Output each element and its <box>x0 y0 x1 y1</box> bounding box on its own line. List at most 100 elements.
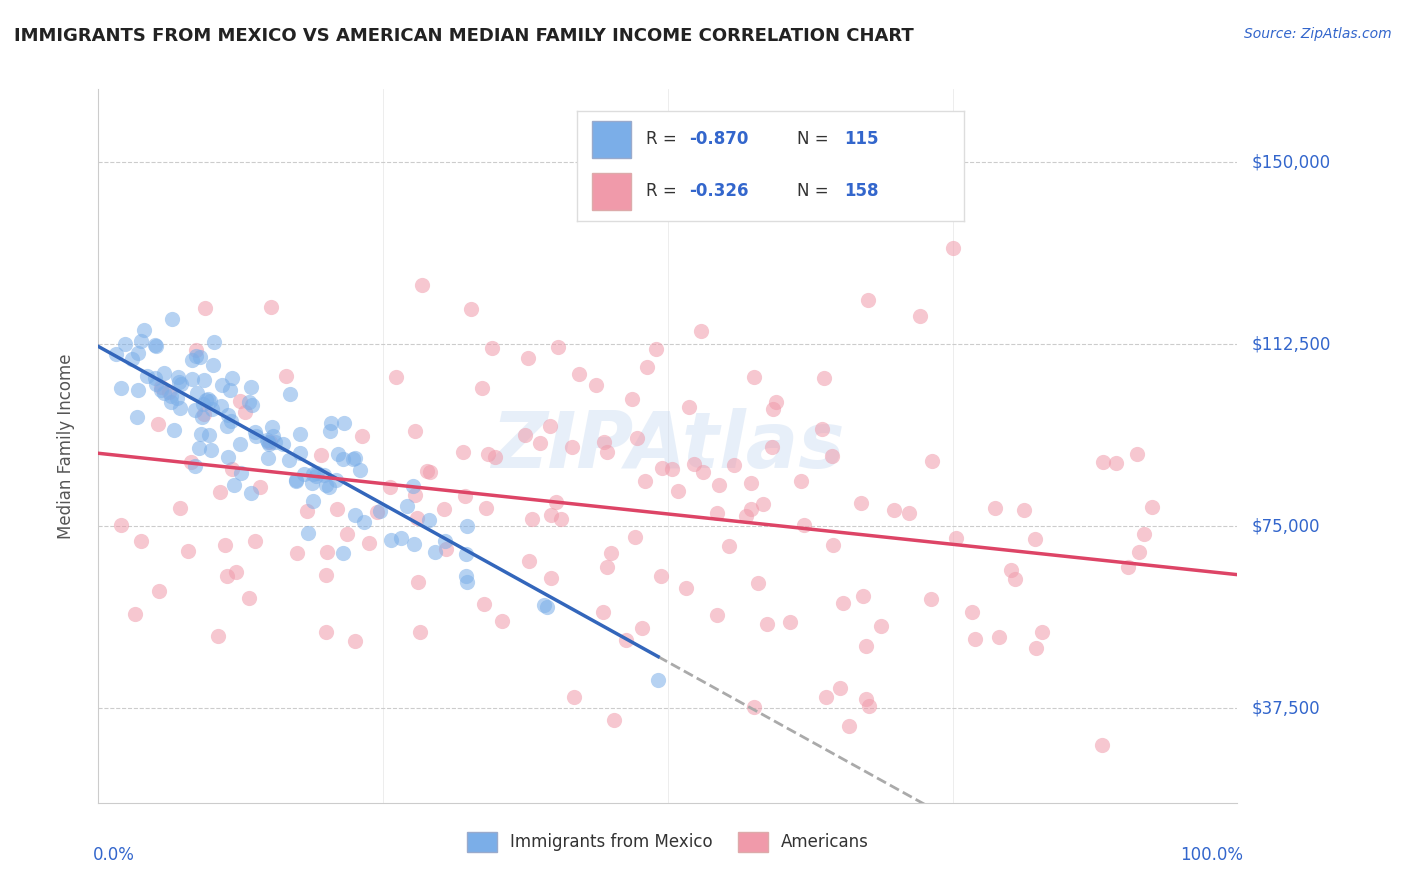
Point <box>454 569 477 583</box>
Point <box>568 368 591 382</box>
Point <box>814 690 837 704</box>
Point <box>332 452 354 467</box>
Point <box>921 454 943 468</box>
Point <box>706 608 728 623</box>
Point <box>756 616 779 631</box>
Point <box>163 423 186 437</box>
Point <box>987 630 1010 644</box>
Point <box>238 395 260 409</box>
Point <box>127 346 149 360</box>
Point <box>325 473 347 487</box>
Point <box>651 461 673 475</box>
Point <box>215 419 238 434</box>
Point <box>790 474 813 488</box>
Point <box>762 402 785 417</box>
Point <box>187 441 209 455</box>
Point <box>295 504 318 518</box>
Point <box>821 449 844 463</box>
Point <box>349 463 371 477</box>
Point <box>1128 545 1150 559</box>
Point <box>897 506 920 520</box>
Point <box>194 301 217 315</box>
Point <box>529 435 551 450</box>
Point <box>201 358 224 372</box>
Point <box>153 386 176 401</box>
Point <box>225 565 247 579</box>
Point <box>245 429 267 443</box>
Point <box>858 698 880 713</box>
Text: 0.0%: 0.0% <box>93 846 135 863</box>
Point <box>593 435 616 450</box>
Point <box>224 477 246 491</box>
Point <box>219 414 242 428</box>
Point <box>405 510 427 524</box>
Point <box>471 381 494 395</box>
Point <box>620 392 643 406</box>
Point <box>385 369 408 384</box>
Text: 100.0%: 100.0% <box>1180 846 1243 863</box>
Point <box>257 437 280 451</box>
Point <box>195 392 218 407</box>
Point <box>406 574 429 589</box>
Point <box>184 343 207 357</box>
Point <box>243 425 266 439</box>
Point <box>262 429 284 443</box>
Point <box>742 370 765 384</box>
Point <box>402 536 425 550</box>
Point <box>856 293 879 307</box>
Point <box>344 508 367 522</box>
Point <box>201 401 224 416</box>
Point <box>311 448 333 462</box>
Point <box>285 474 308 488</box>
Point <box>706 506 728 520</box>
Point <box>326 502 349 516</box>
Point <box>326 447 349 461</box>
Point <box>214 538 236 552</box>
Point <box>218 383 240 397</box>
Point <box>217 408 239 422</box>
Point <box>129 334 152 348</box>
Point <box>908 310 931 324</box>
Point <box>169 500 191 515</box>
Point <box>389 531 412 545</box>
Point <box>416 464 439 478</box>
Point <box>520 512 543 526</box>
Point <box>135 369 157 384</box>
Point <box>1133 526 1156 541</box>
Point <box>513 427 536 442</box>
Point <box>965 632 987 647</box>
Point <box>288 426 311 441</box>
Point <box>344 451 367 466</box>
Point <box>456 574 478 589</box>
Point <box>359 536 381 550</box>
Point <box>723 458 745 472</box>
Point <box>682 457 704 471</box>
Point <box>184 458 207 473</box>
Point <box>287 546 309 560</box>
Point <box>1031 624 1053 639</box>
Point <box>209 484 232 499</box>
Point <box>454 547 477 561</box>
Point <box>661 462 683 476</box>
Point <box>418 513 440 527</box>
Text: ZIPAtlas: ZIPAtlas <box>491 408 845 484</box>
Point <box>547 340 569 354</box>
Point <box>849 496 872 510</box>
Text: $75,000: $75,000 <box>1251 517 1320 535</box>
Point <box>243 533 266 548</box>
Point <box>368 503 391 517</box>
Point <box>180 372 202 386</box>
Point <box>540 571 562 585</box>
Point <box>159 395 181 409</box>
Point <box>167 369 190 384</box>
Point <box>678 400 700 414</box>
Point <box>124 607 146 621</box>
Point <box>305 468 328 483</box>
Point <box>472 598 495 612</box>
Point <box>315 625 337 640</box>
Point <box>596 559 619 574</box>
Point <box>315 478 337 492</box>
Point <box>186 385 208 400</box>
Point <box>321 416 343 430</box>
Point <box>626 431 648 445</box>
